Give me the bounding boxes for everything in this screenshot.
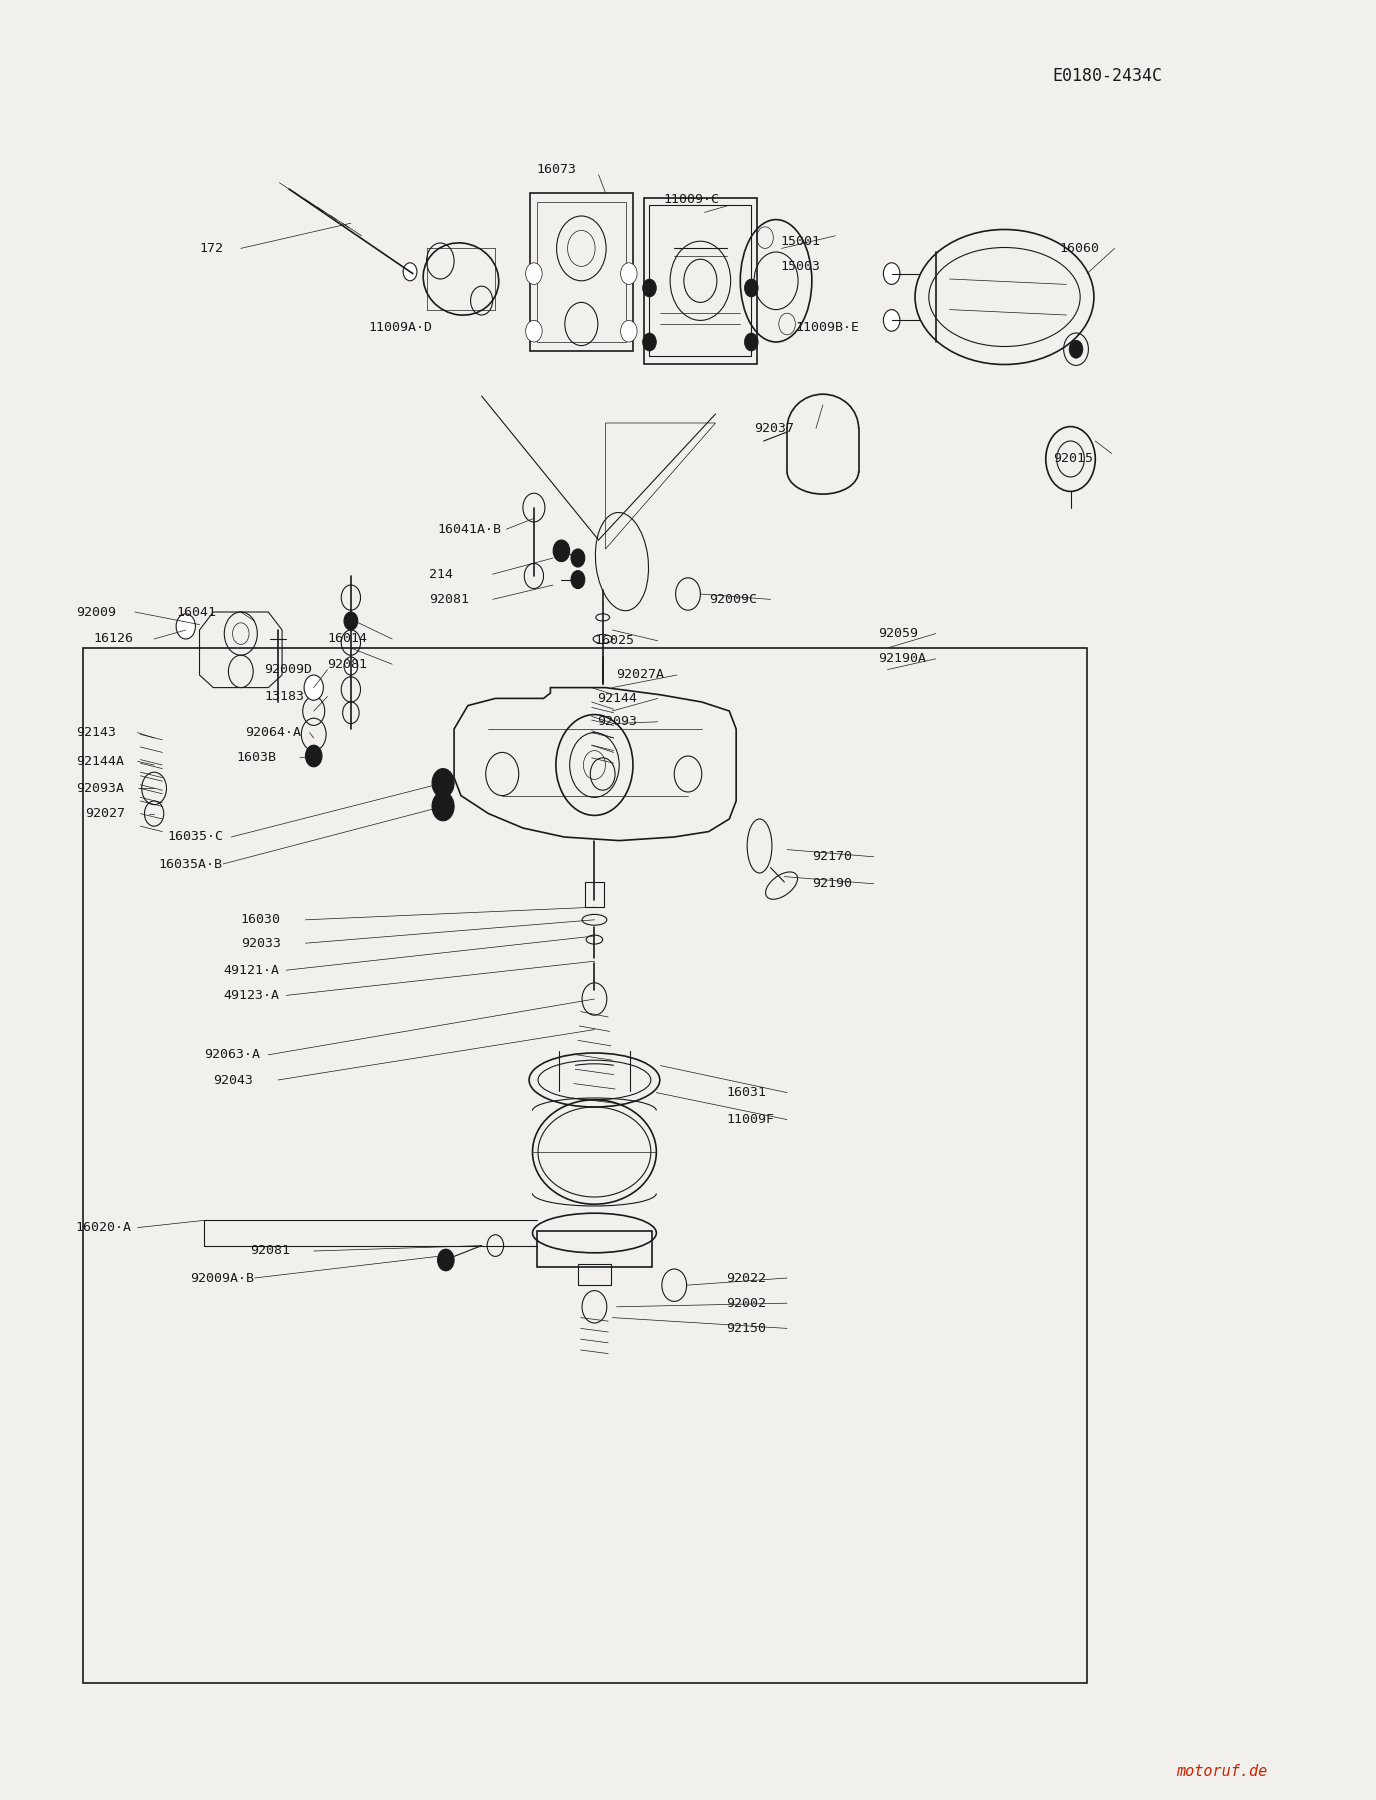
Circle shape xyxy=(621,320,637,342)
Text: 92037: 92037 xyxy=(754,421,794,436)
Text: 92190A: 92190A xyxy=(878,652,926,666)
Text: 92063·A: 92063·A xyxy=(204,1048,260,1062)
Text: 92009C: 92009C xyxy=(709,592,757,607)
Text: 16126: 16126 xyxy=(94,632,133,646)
Text: 92043: 92043 xyxy=(213,1073,253,1087)
Text: 172: 172 xyxy=(200,241,223,256)
Circle shape xyxy=(571,549,585,567)
Bar xyxy=(83,648,1087,1683)
Text: 92002: 92002 xyxy=(727,1296,766,1310)
Bar xyxy=(537,202,626,342)
Circle shape xyxy=(571,571,585,589)
Circle shape xyxy=(344,612,358,630)
Text: 92059: 92059 xyxy=(878,626,918,641)
Text: 92144A: 92144A xyxy=(76,754,124,769)
Text: 92027A: 92027A xyxy=(616,668,665,682)
Text: 92015: 92015 xyxy=(1053,452,1093,466)
Text: 92009: 92009 xyxy=(76,605,116,619)
Circle shape xyxy=(432,792,454,821)
Text: 15003: 15003 xyxy=(780,259,820,274)
Circle shape xyxy=(305,745,322,767)
Circle shape xyxy=(643,279,656,297)
Text: 92093A: 92093A xyxy=(76,781,124,796)
Circle shape xyxy=(744,279,758,297)
Text: 16035·C: 16035·C xyxy=(168,830,224,844)
Bar xyxy=(585,882,604,907)
Text: 92009A·B: 92009A·B xyxy=(190,1271,255,1285)
Text: 11009A·D: 11009A·D xyxy=(369,320,433,335)
Circle shape xyxy=(883,310,900,331)
Circle shape xyxy=(344,657,358,675)
Text: 11009·C: 11009·C xyxy=(663,193,720,207)
Text: 214: 214 xyxy=(429,567,453,581)
Text: 49121·A: 49121·A xyxy=(223,963,279,977)
Text: 92081: 92081 xyxy=(250,1244,290,1258)
Text: 16014: 16014 xyxy=(327,632,367,646)
Text: 92033: 92033 xyxy=(241,936,281,950)
Text: 92009D: 92009D xyxy=(264,662,312,677)
Text: 16031: 16031 xyxy=(727,1085,766,1100)
Circle shape xyxy=(526,263,542,284)
Text: 15001: 15001 xyxy=(780,234,820,248)
Bar xyxy=(537,1231,652,1267)
Text: 16030: 16030 xyxy=(241,913,281,927)
Text: 92081: 92081 xyxy=(327,657,367,671)
Circle shape xyxy=(744,333,758,351)
Bar xyxy=(578,1264,611,1285)
Text: 16041: 16041 xyxy=(176,605,216,619)
Text: 92170: 92170 xyxy=(812,850,852,864)
Text: 92093: 92093 xyxy=(597,715,637,729)
Text: 92150: 92150 xyxy=(727,1321,766,1336)
Circle shape xyxy=(526,320,542,342)
Circle shape xyxy=(403,263,417,281)
Circle shape xyxy=(883,263,900,284)
Circle shape xyxy=(176,614,195,639)
Text: 11009F: 11009F xyxy=(727,1112,775,1127)
Bar xyxy=(530,193,633,351)
Bar xyxy=(644,198,757,364)
Circle shape xyxy=(304,675,323,700)
Text: 92027: 92027 xyxy=(85,806,125,821)
Text: 92064·A: 92064·A xyxy=(245,725,301,740)
Text: 92081: 92081 xyxy=(429,592,469,607)
Circle shape xyxy=(553,540,570,562)
Circle shape xyxy=(438,1249,454,1271)
Text: 16025: 16025 xyxy=(594,634,634,648)
Text: 16020·A: 16020·A xyxy=(76,1220,132,1235)
Text: 16041A·B: 16041A·B xyxy=(438,522,502,536)
Bar xyxy=(649,205,751,356)
Text: 92190: 92190 xyxy=(812,877,852,891)
Text: E0180-2434C: E0180-2434C xyxy=(1053,67,1163,85)
Text: 92022: 92022 xyxy=(727,1271,766,1285)
Circle shape xyxy=(621,263,637,284)
Text: 49123·A: 49123·A xyxy=(223,988,279,1003)
Text: 16073: 16073 xyxy=(537,162,577,176)
Circle shape xyxy=(1069,340,1083,358)
Text: 92143: 92143 xyxy=(76,725,116,740)
Text: 16060: 16060 xyxy=(1060,241,1099,256)
Circle shape xyxy=(643,333,656,351)
Text: 1603B: 1603B xyxy=(237,751,277,765)
Text: 16035A·B: 16035A·B xyxy=(158,857,223,871)
Circle shape xyxy=(432,769,454,797)
Text: motoruf.de: motoruf.de xyxy=(1176,1764,1267,1778)
Text: 11009B·E: 11009B·E xyxy=(795,320,860,335)
Text: 13183: 13183 xyxy=(264,689,304,704)
Text: 92144: 92144 xyxy=(597,691,637,706)
